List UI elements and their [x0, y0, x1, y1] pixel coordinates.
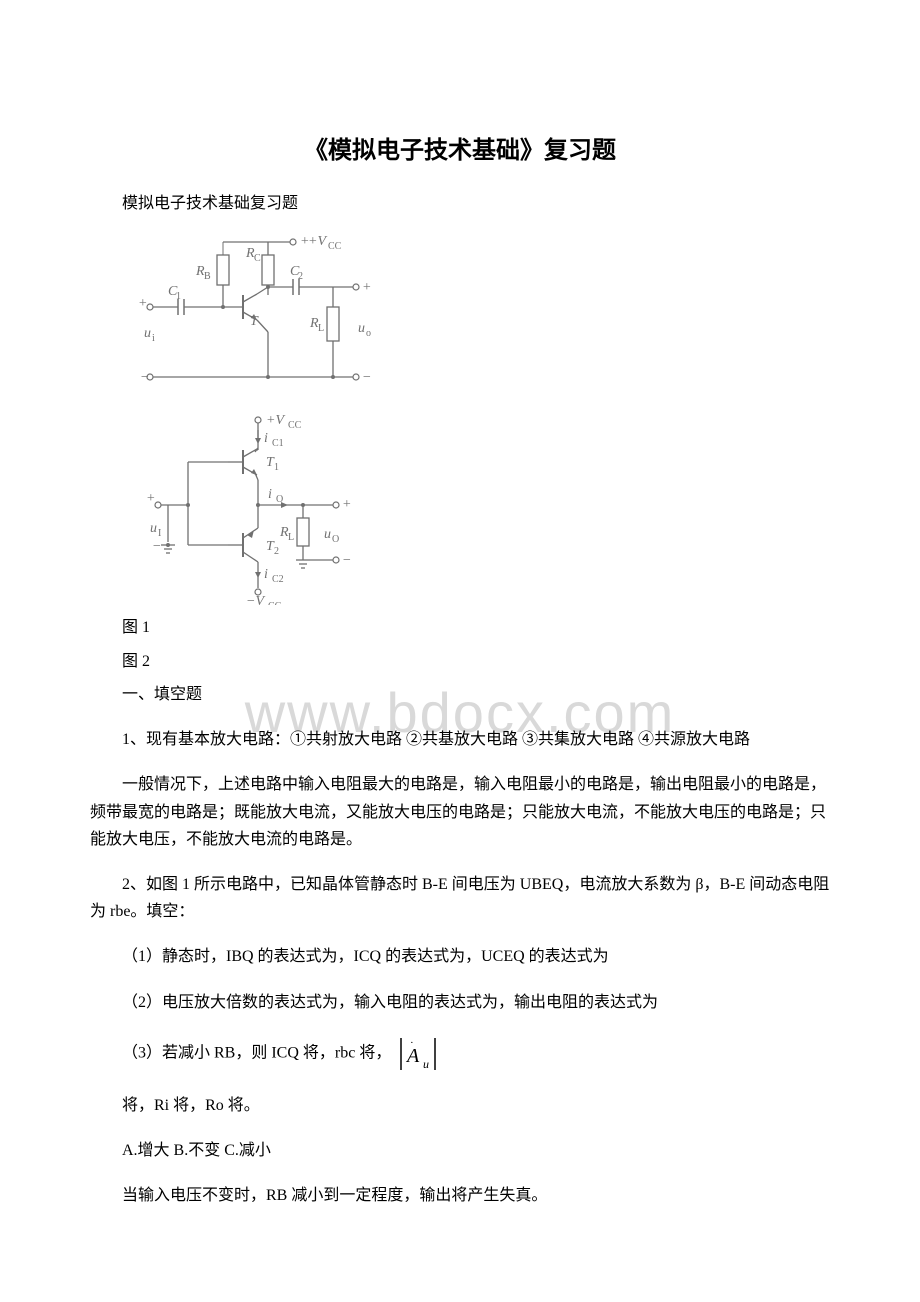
svg-text:−: −: [342, 553, 351, 568]
svg-text:O: O: [332, 534, 339, 545]
svg-text:i: i: [264, 431, 268, 446]
doc-title: 《模拟电子技术基础》复习题: [90, 130, 830, 165]
q2-last: 当输入电压不变时，RB 减小到一定程度，输出将产生失真。: [90, 1182, 830, 1209]
svg-text:−: −: [362, 370, 371, 385]
svg-text:L: L: [288, 532, 294, 543]
svg-text:+: +: [146, 491, 155, 506]
q2-1: （1）静态时，IBQ 的表达式为，ICQ 的表达式为，UCEQ 的表达式为: [90, 943, 830, 970]
figure-2: +VCCiC1T1iOT2iC2−VCC+uI−RL+uO−: [128, 410, 830, 605]
page-container: 《模拟电子技术基础》复习题 模拟电子技术基础复习题 ++VCCRBRCT+C1u…: [0, 0, 920, 1287]
q2-3a-text: （3）若减小 RB，则 ICQ 将，rbc 将，: [122, 1044, 391, 1061]
q1-lead: 1、现有基本放大电路：①共射放大电路 ②共基放大电路 ③共集放大电路 ④共源放大…: [90, 726, 830, 753]
figure-1-label: 图 1: [90, 613, 830, 637]
svg-text:+: +: [138, 296, 147, 311]
svg-text:1: 1: [176, 291, 181, 302]
svg-text:CC: CC: [268, 601, 282, 605]
doc-subtitle: 模拟电子技术基础复习题: [90, 189, 830, 213]
svg-text:u: u: [358, 321, 365, 336]
q2-lead: 2、如图 1 所示电路中，已知晶体管静态时 B-E 间电压为 UBEQ，电流放大…: [90, 871, 830, 925]
svg-text:+: +: [342, 497, 351, 512]
formula-au: · A u: [395, 1044, 441, 1061]
svg-text:C: C: [254, 253, 261, 264]
svg-text:u: u: [324, 527, 331, 542]
circuit-2-svg: +VCCiC1T1iOT2iC2−VCC+uI−RL+uO−: [128, 410, 358, 605]
q2-3b: 将，Ri 将，Ro 将。: [90, 1092, 830, 1119]
svg-text:L: L: [318, 323, 324, 334]
figure-1: ++VCCRBRCT+C1uiC2+RLuo−−: [128, 227, 830, 402]
q2-opts: A.增大 B.不变 C.减小: [90, 1137, 830, 1164]
svg-text:C1: C1: [272, 438, 284, 449]
svg-text:−: −: [140, 370, 149, 385]
svg-text:A: A: [405, 1045, 420, 1067]
svg-text:−V: −V: [246, 594, 265, 605]
svg-text:T: T: [250, 314, 259, 329]
svg-text:u: u: [150, 521, 157, 536]
svg-text:1: 1: [274, 462, 279, 473]
svg-text:CC: CC: [288, 420, 302, 431]
svg-text:i: i: [268, 487, 272, 502]
figure-2-label: 图 2: [90, 647, 830, 671]
svg-text:2: 2: [274, 546, 279, 557]
svg-text:−: −: [152, 539, 161, 554]
section-header: 一、填空题: [90, 681, 830, 708]
q1-body: 一般情况下，上述电路中输入电阻最大的电路是，输入电阻最小的电路是，输出电阻最小的…: [90, 771, 830, 853]
circuit-1-svg: ++VCCRBRCT+C1uiC2+RLuo−−: [128, 227, 378, 402]
q2-3: （3）若减小 RB，则 ICQ 将，rbc 将， · A u: [90, 1034, 830, 1074]
svg-text:+: +: [362, 280, 371, 295]
svg-text:u: u: [144, 326, 151, 341]
q2-2: （2）电压放大倍数的表达式为，输入电阻的表达式为，输出电阻的表达式为: [90, 989, 830, 1016]
svg-text:B: B: [204, 271, 211, 282]
svg-text:O: O: [276, 494, 283, 505]
svg-text:o: o: [366, 328, 371, 339]
svg-text:u: u: [423, 1057, 429, 1071]
svg-text:+V: +V: [266, 413, 285, 428]
svg-text:I: I: [158, 528, 161, 539]
svg-text:2: 2: [298, 271, 303, 282]
svg-text:CC: CC: [328, 241, 342, 252]
svg-text:C2: C2: [272, 574, 284, 585]
svg-text:+V: +V: [308, 234, 327, 249]
svg-text:i: i: [152, 333, 155, 344]
svg-text:i: i: [264, 567, 268, 582]
